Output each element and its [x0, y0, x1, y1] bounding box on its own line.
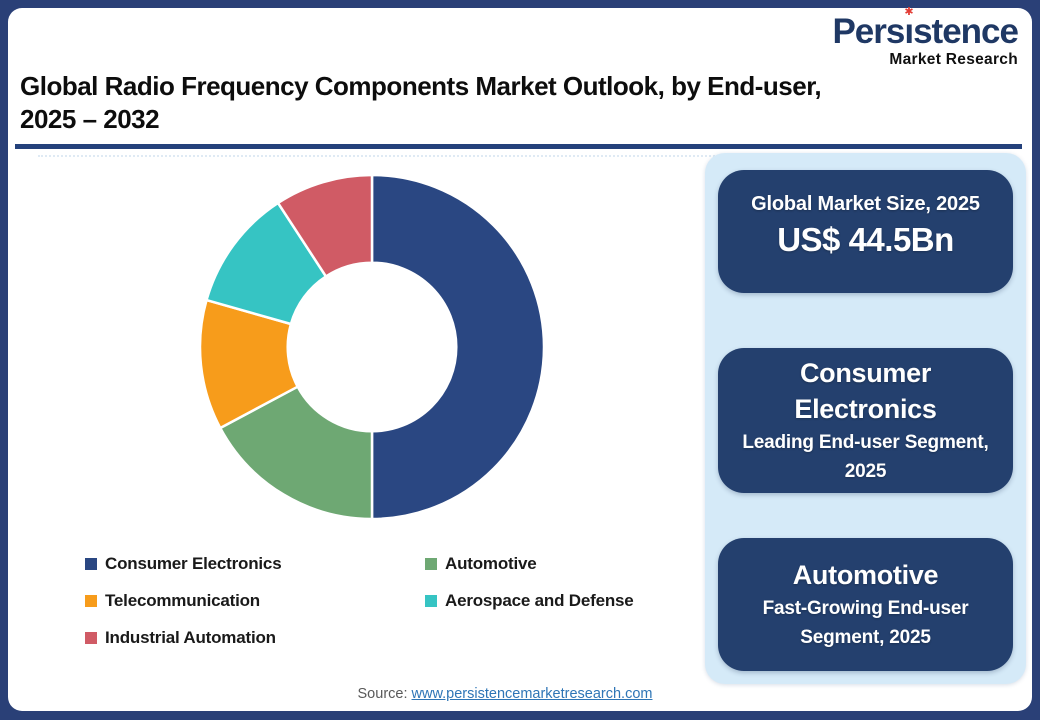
market-size-card: Global Market Size, 2025 US$ 44.5Bn — [718, 170, 1013, 293]
legend-swatch-icon — [85, 595, 97, 607]
legend-swatch-icon — [85, 632, 97, 644]
logo-wordmark: Persı ✱ stence — [832, 7, 1019, 51]
page-title-line2: 2025 – 2032 — [20, 104, 160, 134]
chart-legend: Consumer Electronics Automotive Telecomm… — [85, 554, 634, 648]
market-size-value: US$ 44.5Bn — [777, 220, 954, 258]
legend-item-automotive: Automotive — [425, 554, 634, 574]
logo-text-part1: Pers — [832, 12, 905, 51]
source-label: Source: — [357, 686, 408, 702]
leading-segment-card: Consumer Electronics Leading End-user Se… — [718, 348, 1013, 493]
logo-i-dot-icon: ✱ — [904, 6, 914, 18]
highlight-panel: Global Market Size, 2025 US$ 44.5Bn Cons… — [705, 153, 1026, 684]
legend-label: Telecommunication — [105, 591, 260, 610]
leading-segment-subtext: Leading End-user Segment, 2025 — [742, 432, 989, 482]
donut-segment-consumer-electronics — [370, 173, 546, 521]
legend-item-industrial-automation: Industrial Automation — [85, 628, 425, 648]
infographic-canvas: Persı ✱ stence Market Research Global Radi… — [8, 7, 1032, 711]
legend-swatch-icon — [425, 558, 437, 570]
market-size-heading: Global Market Size, 2025 — [751, 192, 980, 215]
legend-item-aerospace-and-defense: Aerospace and Defense — [425, 591, 634, 611]
donut-segment-industrial-automation — [276, 173, 374, 278]
logo-text-part2: stence — [913, 12, 1019, 51]
legend-label: Industrial Automation — [105, 628, 276, 647]
title-divider-dotted — [38, 155, 1002, 157]
logo-dotless-i: ı — [904, 12, 914, 51]
legend-label: Aerospace and Defense — [445, 591, 634, 610]
legend-label: Automotive — [445, 554, 537, 573]
logo-letter-i: ı ✱ — [904, 7, 914, 51]
page-title: Global Radio Frequency Components Market… — [20, 70, 822, 136]
legend-swatch-icon — [85, 558, 97, 570]
leading-segment-heading: Consumer Electronics — [794, 357, 937, 424]
donut-chart — [182, 157, 562, 537]
logo-tagline: Market Research — [889, 51, 1018, 68]
donut-chart-svg — [198, 173, 546, 521]
legend-label: Consumer Electronics — [105, 554, 282, 573]
donut-segment-automotive — [218, 385, 374, 521]
source-link[interactable]: www.persistencemarketresearch.com — [411, 686, 653, 702]
fast-growing-segment-card: Automotive Fast-Growing End-user Segment… — [718, 538, 1013, 671]
legend-item-telecommunication: Telecommunication — [85, 591, 425, 611]
legend-swatch-icon — [425, 595, 437, 607]
source-line: Source: www.persistencemarketresearch.co… — [8, 686, 1002, 702]
fast-growing-segment-heading: Automotive — [792, 559, 939, 590]
page-title-line1: Global Radio Frequency Components Market… — [20, 71, 822, 101]
title-divider — [15, 144, 1022, 149]
pmr-logo: Persı ✱ stence Market Research — [832, 7, 1019, 68]
legend-item-consumer-electronics: Consumer Electronics — [85, 554, 425, 574]
fast-growing-segment-subtext: Fast-Growing End-user Segment, 2025 — [762, 598, 969, 648]
